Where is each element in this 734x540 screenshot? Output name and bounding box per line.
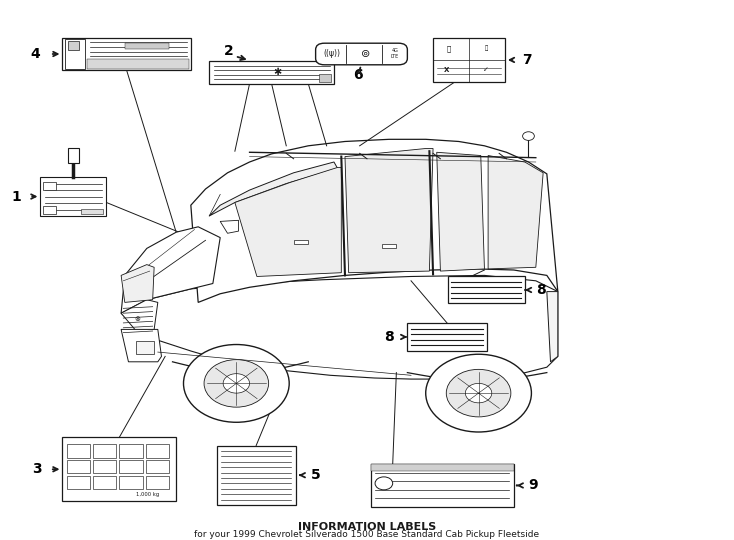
Text: 8: 8 [536, 283, 546, 297]
Circle shape [465, 383, 492, 403]
Text: ✓: ✓ [483, 66, 489, 73]
FancyBboxPatch shape [93, 476, 116, 489]
Circle shape [523, 132, 534, 140]
Text: 8: 8 [384, 330, 394, 344]
FancyBboxPatch shape [62, 437, 176, 501]
FancyBboxPatch shape [316, 43, 407, 65]
FancyBboxPatch shape [67, 460, 90, 474]
Text: 5: 5 [310, 468, 321, 482]
Polygon shape [121, 275, 558, 379]
Text: ⊚: ⊚ [361, 49, 370, 58]
Polygon shape [191, 139, 558, 302]
FancyBboxPatch shape [67, 476, 90, 489]
FancyBboxPatch shape [40, 177, 106, 216]
FancyBboxPatch shape [93, 460, 116, 474]
Text: ((ψ)): ((ψ)) [323, 49, 341, 58]
FancyBboxPatch shape [125, 43, 169, 49]
Circle shape [446, 369, 511, 417]
Polygon shape [345, 148, 433, 273]
Circle shape [204, 360, 269, 407]
Text: X: X [443, 66, 449, 73]
Text: for your 1999 Chevrolet Silverado 1500 Base Standard Cab Pickup Fleetside: for your 1999 Chevrolet Silverado 1500 B… [195, 530, 539, 539]
Text: 7: 7 [522, 53, 532, 67]
Polygon shape [294, 240, 308, 244]
Polygon shape [547, 292, 558, 362]
Circle shape [184, 345, 289, 422]
FancyBboxPatch shape [145, 444, 169, 457]
FancyBboxPatch shape [145, 460, 169, 474]
Polygon shape [121, 300, 158, 335]
Text: 1: 1 [11, 190, 21, 204]
Circle shape [223, 374, 250, 393]
Circle shape [426, 354, 531, 432]
FancyBboxPatch shape [68, 41, 79, 50]
Polygon shape [437, 152, 484, 271]
FancyBboxPatch shape [93, 444, 116, 457]
Text: 2: 2 [224, 44, 234, 58]
Text: 6: 6 [353, 68, 363, 82]
Text: INFORMATION LABELS: INFORMATION LABELS [298, 522, 436, 531]
Polygon shape [121, 227, 220, 313]
Text: 4: 4 [30, 47, 40, 61]
Bar [68, 148, 79, 163]
FancyBboxPatch shape [217, 446, 296, 505]
Polygon shape [136, 341, 154, 354]
FancyBboxPatch shape [433, 38, 505, 82]
FancyBboxPatch shape [62, 38, 191, 70]
Text: 📋: 📋 [484, 46, 487, 51]
FancyBboxPatch shape [81, 209, 103, 214]
FancyBboxPatch shape [448, 276, 525, 303]
Polygon shape [488, 156, 543, 269]
FancyBboxPatch shape [319, 74, 331, 82]
FancyBboxPatch shape [371, 464, 514, 507]
FancyBboxPatch shape [407, 323, 487, 351]
FancyBboxPatch shape [119, 460, 142, 474]
Text: 9: 9 [528, 478, 538, 492]
Polygon shape [382, 244, 396, 248]
Polygon shape [235, 167, 341, 276]
FancyBboxPatch shape [209, 61, 334, 84]
Text: 3: 3 [32, 462, 42, 476]
FancyBboxPatch shape [65, 39, 85, 69]
FancyBboxPatch shape [371, 464, 514, 471]
Polygon shape [220, 220, 239, 233]
Text: ✱: ✱ [274, 68, 282, 77]
FancyBboxPatch shape [87, 59, 189, 69]
FancyBboxPatch shape [119, 476, 142, 489]
Text: 4G
LTE: 4G LTE [390, 48, 399, 59]
FancyBboxPatch shape [145, 476, 169, 489]
Polygon shape [209, 162, 338, 216]
FancyBboxPatch shape [43, 206, 56, 214]
Text: ⛽: ⛽ [447, 45, 451, 52]
FancyBboxPatch shape [119, 444, 142, 457]
Text: 1,000 kg: 1,000 kg [136, 492, 159, 497]
FancyBboxPatch shape [67, 444, 90, 457]
Text: ⊗: ⊗ [134, 315, 140, 322]
FancyBboxPatch shape [43, 182, 56, 190]
Circle shape [375, 477, 393, 490]
Polygon shape [121, 329, 161, 362]
Polygon shape [121, 265, 154, 302]
